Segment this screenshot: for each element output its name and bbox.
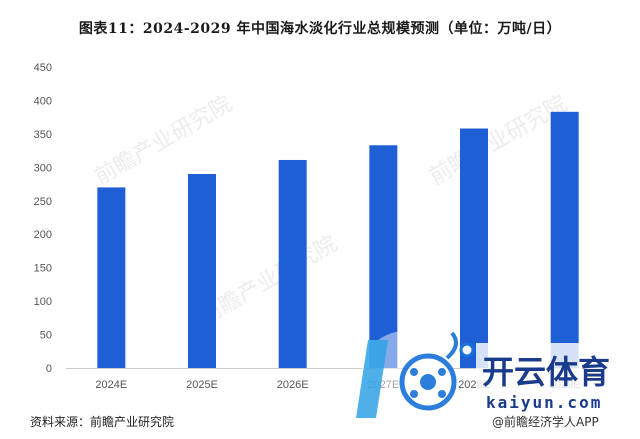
y-tick-label: 250 <box>34 196 52 208</box>
chart-title: 图表11：2024-2029 年中国海水淡化行业总规模预测（单位：万吨/日） <box>78 21 562 37</box>
bar-2027E <box>369 145 398 368</box>
y-tick-label: 50 <box>40 330 52 342</box>
brand-watermarks: 前瞻产业研究院 前瞻产业研究院 前瞻产业研究院 <box>91 92 572 331</box>
x-tick-label: 2026E <box>277 379 309 391</box>
y-tick-label: 450 <box>34 62 52 74</box>
bars <box>97 111 579 368</box>
watermark-brand-2: 前瞻产业研究院 <box>196 232 342 331</box>
watermark-handle: @前瞻经济学人APP <box>492 414 599 429</box>
y-tick-label: 0 <box>46 363 52 375</box>
kaiyun-watermark: 开云体育 kaiyun.com <box>356 331 628 419</box>
y-tick-label: 150 <box>34 263 52 275</box>
watermark-name: 开云体育 <box>482 353 610 391</box>
watermark-url: kaiyun.com <box>486 393 602 412</box>
source-note: 资料来源：前瞻产业研究院 <box>30 415 175 429</box>
y-tick-label: 100 <box>34 296 52 308</box>
y-axis-ticks: 0 50 100 150 200 250 300 350 400 450 <box>34 62 52 375</box>
bar-2026E <box>278 159 307 368</box>
x-tick-label: 2025E <box>186 379 218 391</box>
bar-2025E <box>188 174 216 368</box>
y-tick-label: 400 <box>34 95 52 107</box>
y-tick-label: 200 <box>34 229 52 241</box>
bar-2028E <box>460 128 488 368</box>
kaiyun-logo-icon <box>356 331 475 419</box>
y-tick-label: 350 <box>34 129 52 141</box>
watermark-brand-3: 前瞻产业研究院 <box>426 92 572 191</box>
bar-2024E <box>97 187 126 368</box>
y-tick-label: 300 <box>34 162 52 174</box>
x-tick-label: 2024E <box>95 379 127 391</box>
bar-2029E <box>550 111 579 368</box>
